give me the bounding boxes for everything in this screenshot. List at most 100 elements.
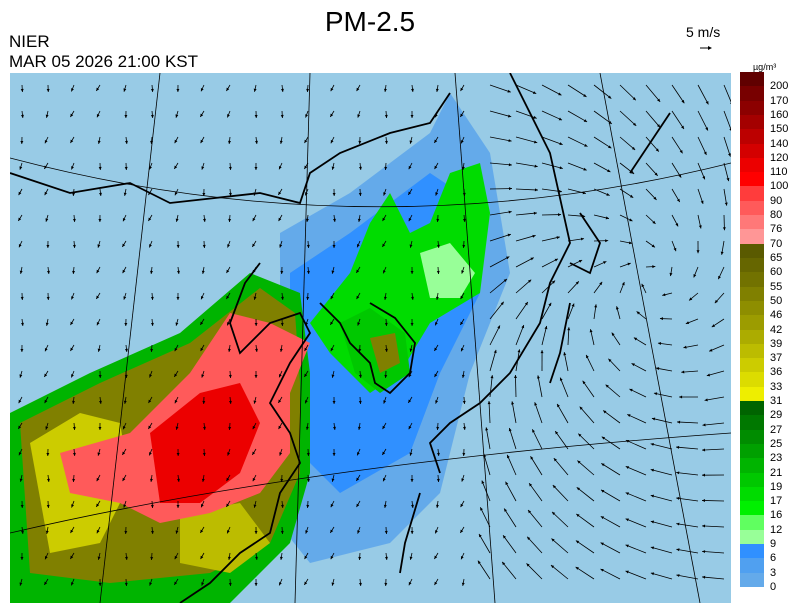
wind-vector-head	[408, 165, 412, 170]
wind-vector	[650, 443, 673, 450]
wind-vector	[650, 469, 673, 476]
wind-vector	[600, 489, 621, 502]
wind-vector-head	[460, 321, 464, 325]
wind-vector	[528, 482, 543, 502]
colorbar-label: 76	[770, 223, 783, 236]
colorbar-swatch	[740, 372, 764, 388]
wind-vector-head	[200, 296, 204, 300]
wind-vector-head	[676, 198, 680, 203]
wind-vector-head	[461, 270, 465, 274]
wind-vector	[697, 110, 709, 131]
wind-vector-head	[487, 401, 491, 405]
wind-vector-head	[331, 166, 335, 170]
wind-vector	[515, 349, 520, 372]
wind-vector-head	[306, 504, 310, 508]
wind-vector-head	[508, 163, 512, 167]
wind-vector-head	[228, 166, 232, 170]
wind-vector-head	[436, 426, 440, 430]
wind-vector-head	[485, 427, 489, 431]
wind-vector-head	[98, 426, 102, 430]
wind-vector-head	[702, 473, 706, 477]
wind-vector-head	[408, 373, 412, 378]
wind-vector-head	[174, 399, 178, 404]
wind-vector-head	[551, 538, 555, 542]
wind-vector-head	[625, 544, 629, 548]
wind-vector-head	[383, 400, 387, 404]
wind-vector-head	[629, 194, 634, 198]
wind-vector-head	[150, 88, 154, 92]
wind-vector-head	[480, 507, 483, 511]
wind-vector	[515, 188, 538, 191]
wind-vector-head	[20, 504, 24, 508]
wind-vector	[489, 136, 512, 142]
wind-vector-head	[709, 348, 713, 352]
colorbar-label: 70	[770, 237, 783, 250]
wind-vector	[676, 472, 699, 476]
wind-vector-head	[148, 399, 152, 404]
wind-vector-head	[508, 187, 512, 191]
colorbar-label: 17	[770, 495, 783, 508]
wind-vector-head	[676, 574, 680, 578]
colorbar-swatch	[740, 143, 764, 159]
wind-vector-head	[45, 218, 49, 222]
wind-vector-head	[655, 367, 660, 371]
wind-vector-head	[150, 270, 154, 274]
wind-vector-head	[254, 582, 258, 586]
wind-vector	[697, 84, 709, 105]
wind-vector	[625, 518, 647, 528]
wind-vector-head	[657, 342, 662, 346]
wind-vector-head	[70, 321, 74, 326]
wind-vector-head	[357, 452, 360, 456]
wind-vector-head	[434, 555, 438, 559]
wind-vector-head	[279, 244, 283, 248]
wind-vector-head	[579, 406, 583, 410]
wind-vector-head	[98, 192, 102, 196]
wind-vector-head	[97, 140, 101, 144]
colorbar-label: 90	[770, 194, 783, 207]
wind-vector-head	[409, 140, 413, 144]
wind-vector-head	[681, 125, 684, 130]
wind-vector	[489, 278, 508, 294]
colorbar-swatch	[740, 443, 764, 459]
wind-vector-head	[44, 373, 48, 377]
wind-vector	[650, 520, 673, 528]
wind-vector-head	[333, 218, 336, 222]
wind-vector-head	[44, 139, 48, 144]
wind-vector-head	[358, 192, 362, 196]
wind-vector	[501, 561, 517, 580]
wind-vector-head	[409, 452, 413, 456]
wind-vector	[671, 84, 685, 104]
wind-vector	[515, 110, 537, 119]
wind-vector-head	[493, 349, 497, 354]
wind-vector-head	[175, 530, 179, 534]
wind-vector	[625, 439, 647, 450]
colorbar-label: 37	[770, 352, 783, 365]
wind-vector-head	[536, 375, 540, 379]
wind-vector-head	[177, 270, 180, 274]
wind-vector	[702, 422, 725, 426]
colorbar-swatch	[740, 72, 764, 87]
wind-vector-head	[600, 568, 604, 572]
wind-vector	[575, 540, 595, 554]
wind-vector-head	[631, 363, 635, 367]
wind-vector	[505, 481, 517, 502]
wind-vector-head	[556, 236, 560, 240]
wind-vector-head	[97, 452, 101, 456]
colorbar-swatch	[740, 515, 764, 531]
wind-vector-head	[356, 295, 360, 300]
wind-vector-head	[356, 477, 360, 481]
wind-vector-head	[174, 165, 178, 169]
colorbar-label: 65	[770, 251, 783, 264]
wind-vector-head	[702, 423, 706, 427]
wind-vector	[651, 417, 673, 424]
wind-vector	[576, 487, 595, 502]
wind-vector	[515, 279, 532, 294]
wind-vector-head	[228, 192, 232, 196]
wind-vector-head	[200, 555, 204, 560]
wind-vector-head	[174, 555, 178, 560]
wind-vector-head	[601, 463, 605, 467]
wind-vector-head	[575, 281, 579, 285]
wind-vector-head	[304, 347, 308, 352]
wind-vector-head	[331, 270, 335, 274]
wind-vector	[534, 402, 543, 424]
